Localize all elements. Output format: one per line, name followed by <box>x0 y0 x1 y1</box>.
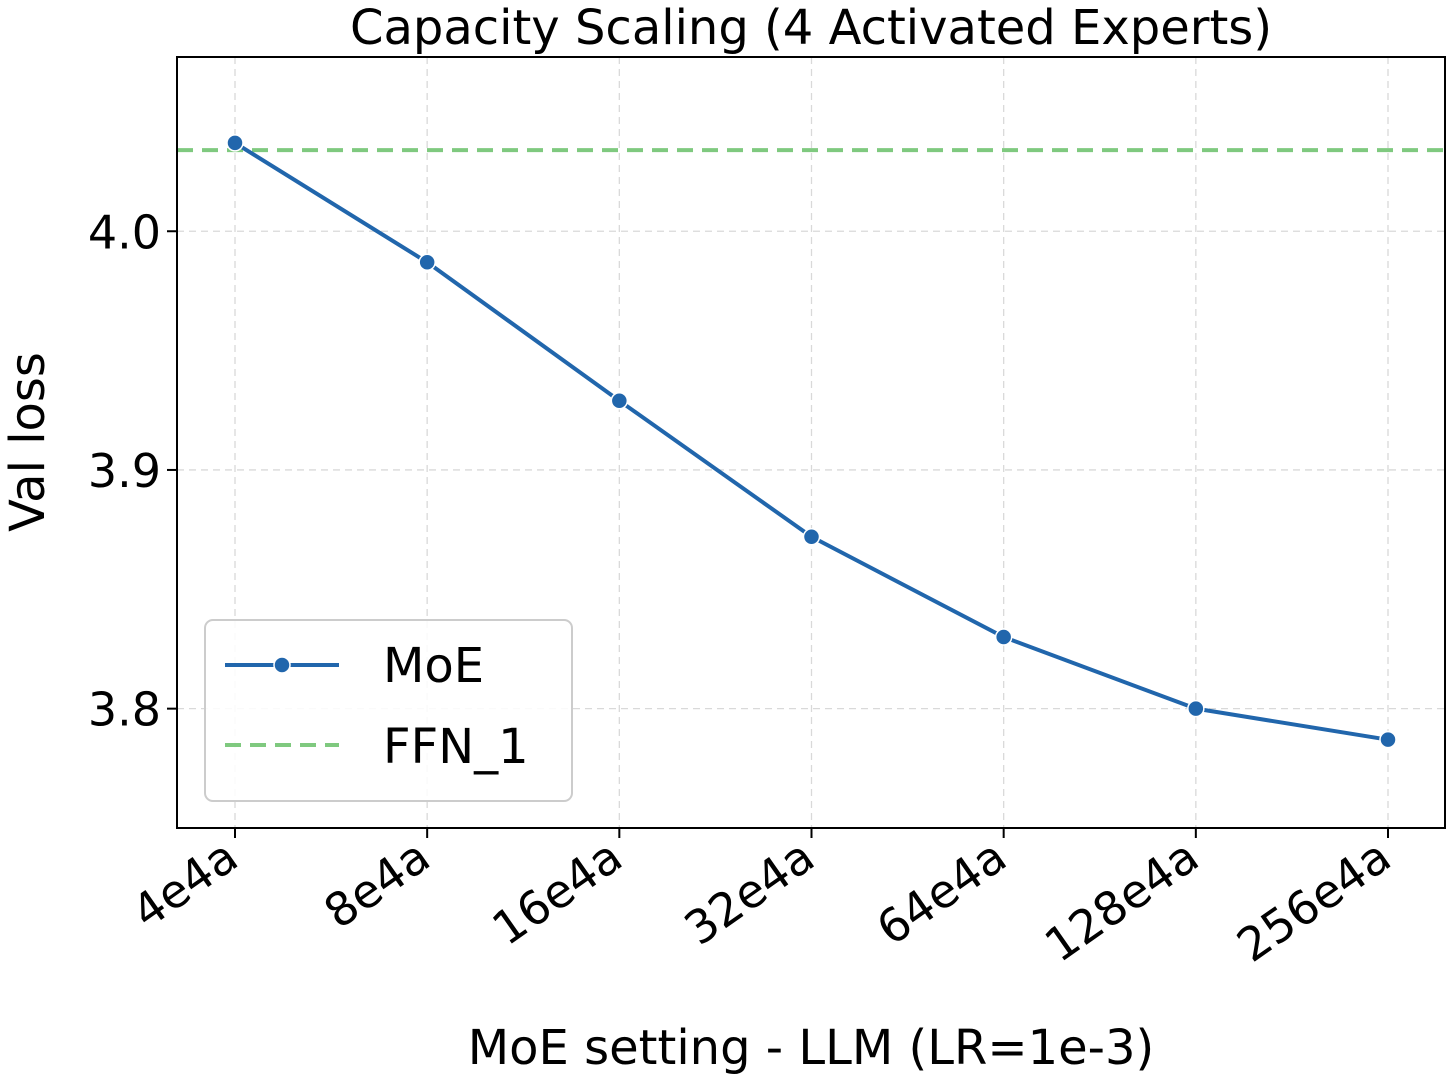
data-point-moe <box>994 628 1013 646</box>
data-point-moe <box>1187 699 1205 718</box>
x-axis-label: MoE setting - LLM (LR=1e-3) <box>468 1020 1154 1076</box>
legend: MoE FFN_1 <box>204 619 573 802</box>
y-tick-label: 3.9 <box>88 444 161 498</box>
series-layer <box>226 134 1397 749</box>
data-point-moe <box>226 134 244 152</box>
y-tick-label: 4.0 <box>88 205 161 259</box>
legend-moe-marker <box>273 656 291 674</box>
x-tick-label: 64e4a <box>867 829 1016 956</box>
x-tick-label: 32e4a <box>675 829 824 956</box>
x-tick-label: 4e4a <box>122 829 247 939</box>
x-tick-label: 16e4a <box>482 829 631 956</box>
legend-label-moe: MoE <box>383 638 484 694</box>
data-point-moe <box>802 528 821 546</box>
y-tick-label: 3.8 <box>88 683 161 737</box>
data-point-moe <box>418 253 436 272</box>
chart-title: Capacity Scaling (4 Activated Experts) <box>350 0 1272 56</box>
data-point-moe <box>1379 730 1397 749</box>
y-axis: 3.8 3.9 4.0 <box>88 205 177 737</box>
legend-label-ffn: FFN_1 <box>383 719 529 775</box>
x-tick-label: 128e4a <box>1035 829 1208 973</box>
x-tick-label: 256e4a <box>1227 829 1400 973</box>
x-axis: 4e4a 8e4a 16e4a 32e4a 64e4a 128e4a 256e4a <box>122 828 1400 973</box>
data-point-moe <box>610 391 629 410</box>
x-tick-label: 8e4a <box>314 829 439 939</box>
y-axis-label: Val loss <box>0 352 56 532</box>
